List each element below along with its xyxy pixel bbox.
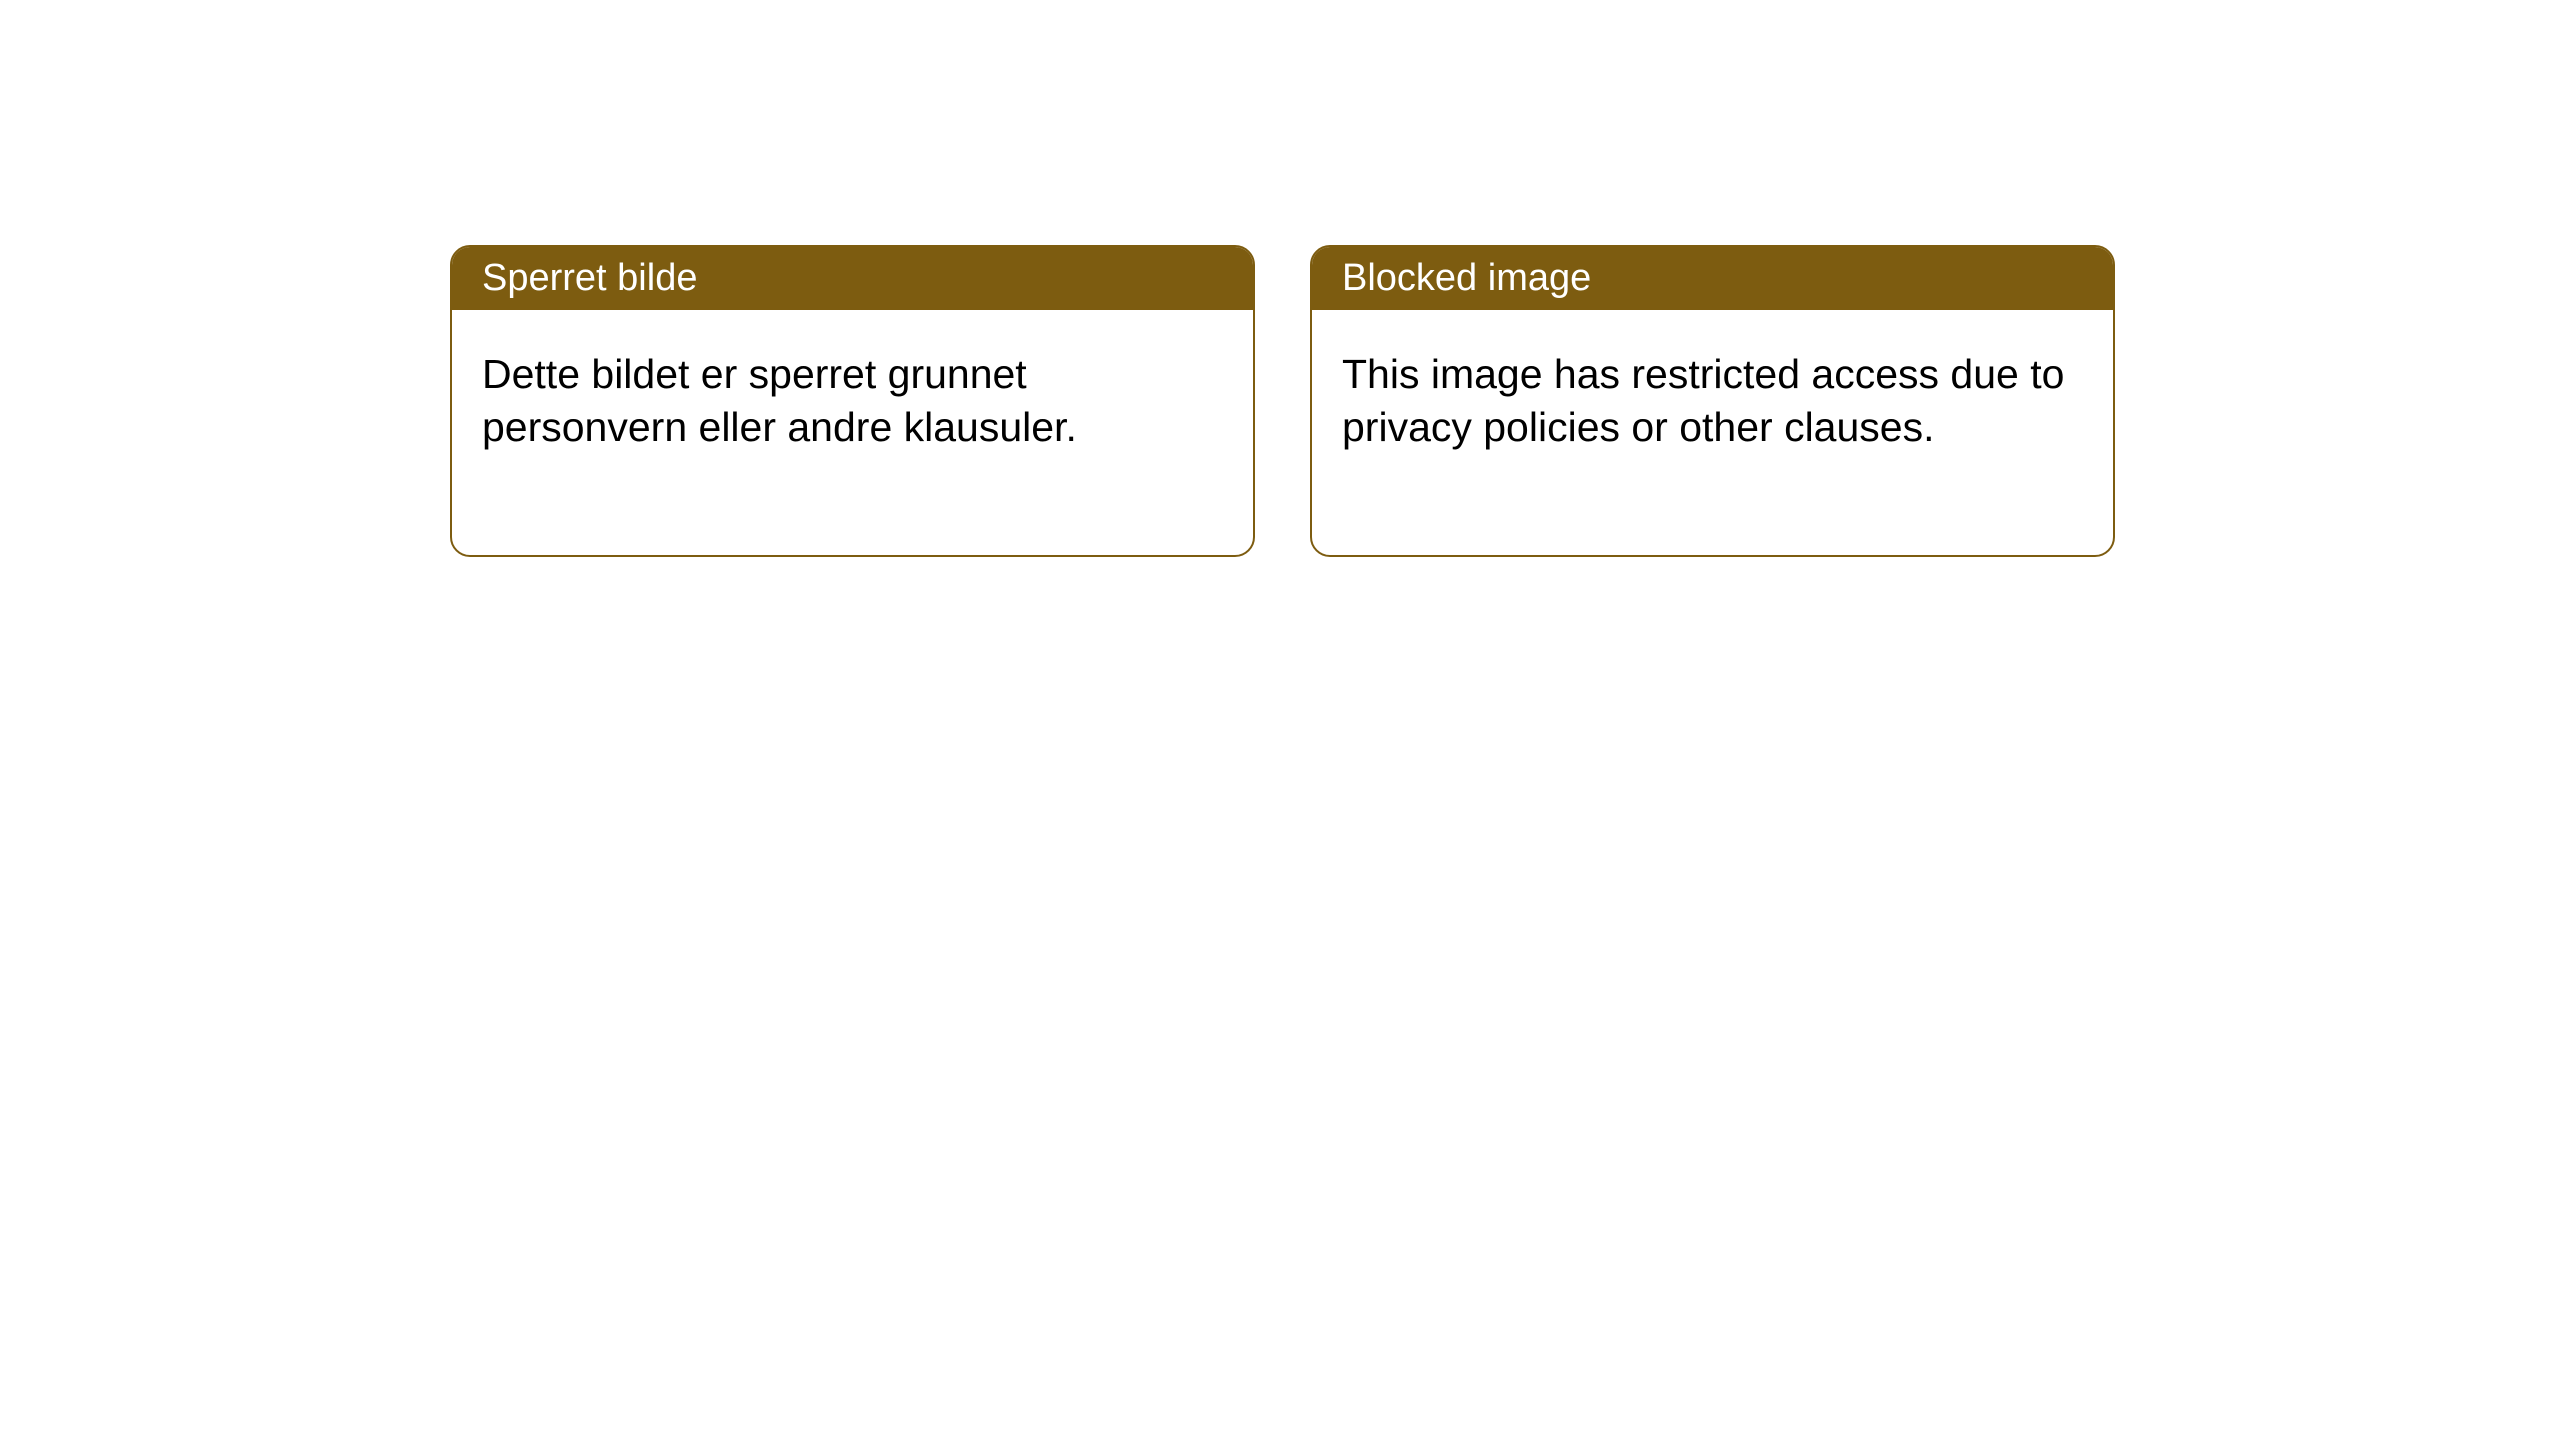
blocked-image-card-no: Sperret bilde Dette bildet er sperret gr… — [450, 245, 1255, 557]
card-body-en: This image has restricted access due to … — [1312, 310, 2113, 555]
card-body-no: Dette bildet er sperret grunnet personve… — [452, 310, 1253, 555]
cards-container: Sperret bilde Dette bildet er sperret gr… — [450, 245, 2115, 557]
card-header-no: Sperret bilde — [452, 247, 1253, 310]
card-header-en: Blocked image — [1312, 247, 2113, 310]
blocked-image-card-en: Blocked image This image has restricted … — [1310, 245, 2115, 557]
